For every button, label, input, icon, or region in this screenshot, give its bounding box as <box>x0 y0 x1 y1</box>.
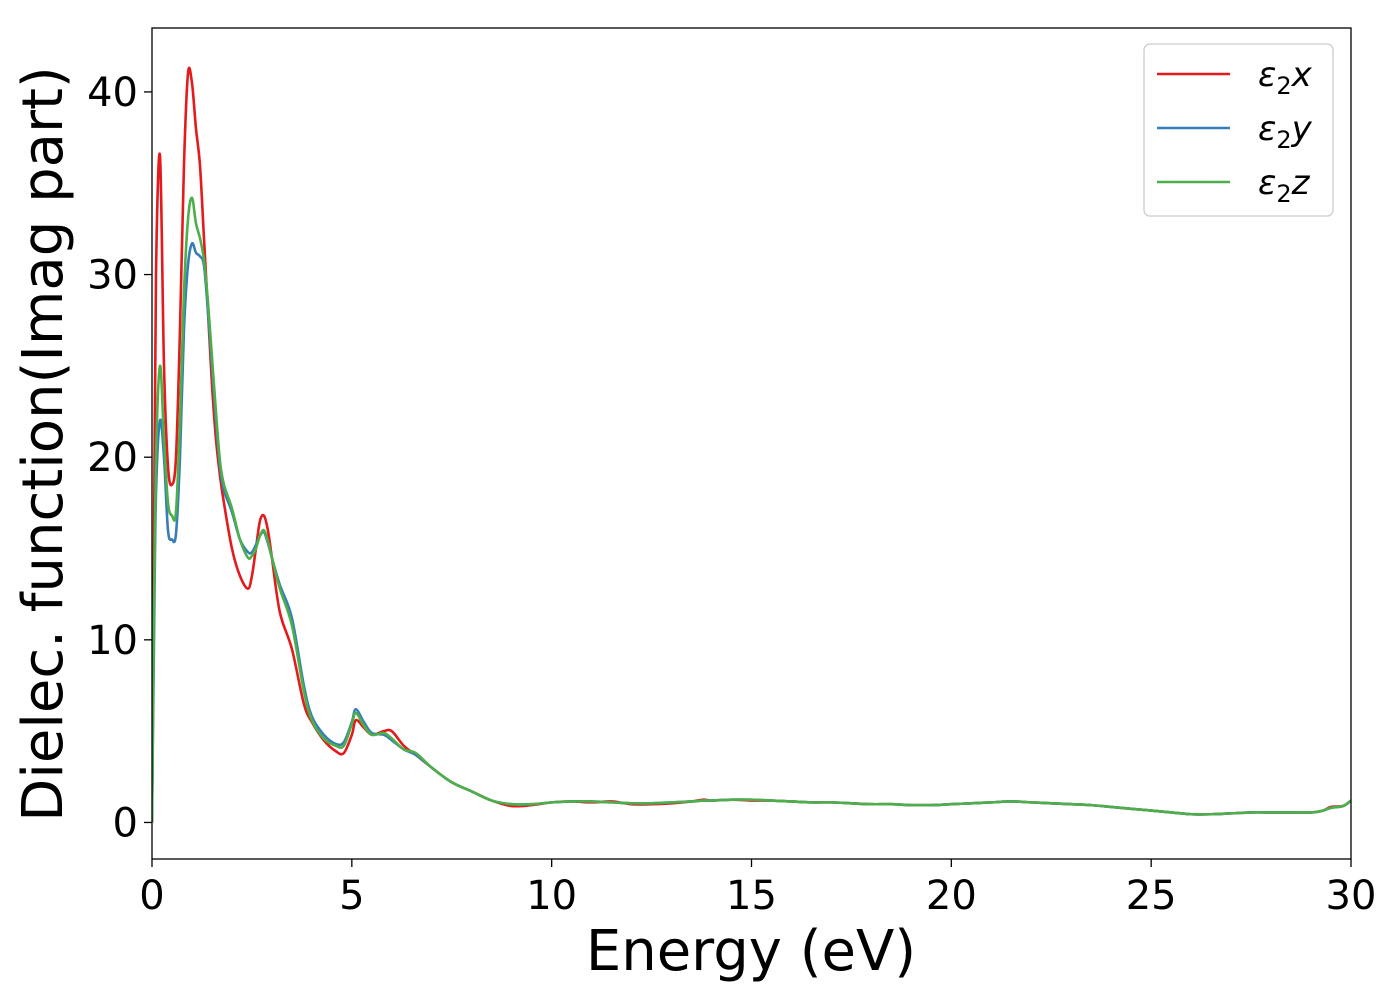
y-axis: 0 10 20 30 40 <box>87 70 152 846</box>
series-layer <box>152 66 1351 823</box>
series-line-y <box>152 241 1351 823</box>
x-tick-label: 5 <box>339 873 364 919</box>
y-tick-label: 30 <box>87 253 138 299</box>
y-axis-title: Dielec. function(Imag part) <box>11 66 76 822</box>
x-axis: 0 5 10 15 20 25 30 <box>139 859 1376 919</box>
x-tick-label: 20 <box>926 873 977 919</box>
series-line-z <box>152 196 1351 823</box>
x-tick-label: 25 <box>1126 873 1177 919</box>
legend-label: ε2z <box>1258 163 1311 208</box>
legend-label: ε2y <box>1258 109 1313 154</box>
y-tick-label: 0 <box>113 800 138 846</box>
x-tick-label: 10 <box>526 873 577 919</box>
legend-label: ε2x <box>1258 55 1313 100</box>
legend: ε2x ε2y ε2z <box>1143 43 1334 217</box>
legend-box <box>1143 43 1334 217</box>
legend-item-x: ε2x <box>1157 55 1313 100</box>
x-tick-label: 0 <box>139 873 164 919</box>
y-tick-label: 20 <box>87 435 138 481</box>
legend-item-y: ε2y <box>1157 109 1313 154</box>
y-tick-label: 40 <box>87 70 138 116</box>
x-tick-label: 30 <box>1326 873 1377 919</box>
y-tick-label: 10 <box>87 618 138 664</box>
x-tick-label: 15 <box>726 873 777 919</box>
x-axis-title: Energy (eV) <box>586 919 916 984</box>
legend-item-z: ε2z <box>1157 163 1311 208</box>
